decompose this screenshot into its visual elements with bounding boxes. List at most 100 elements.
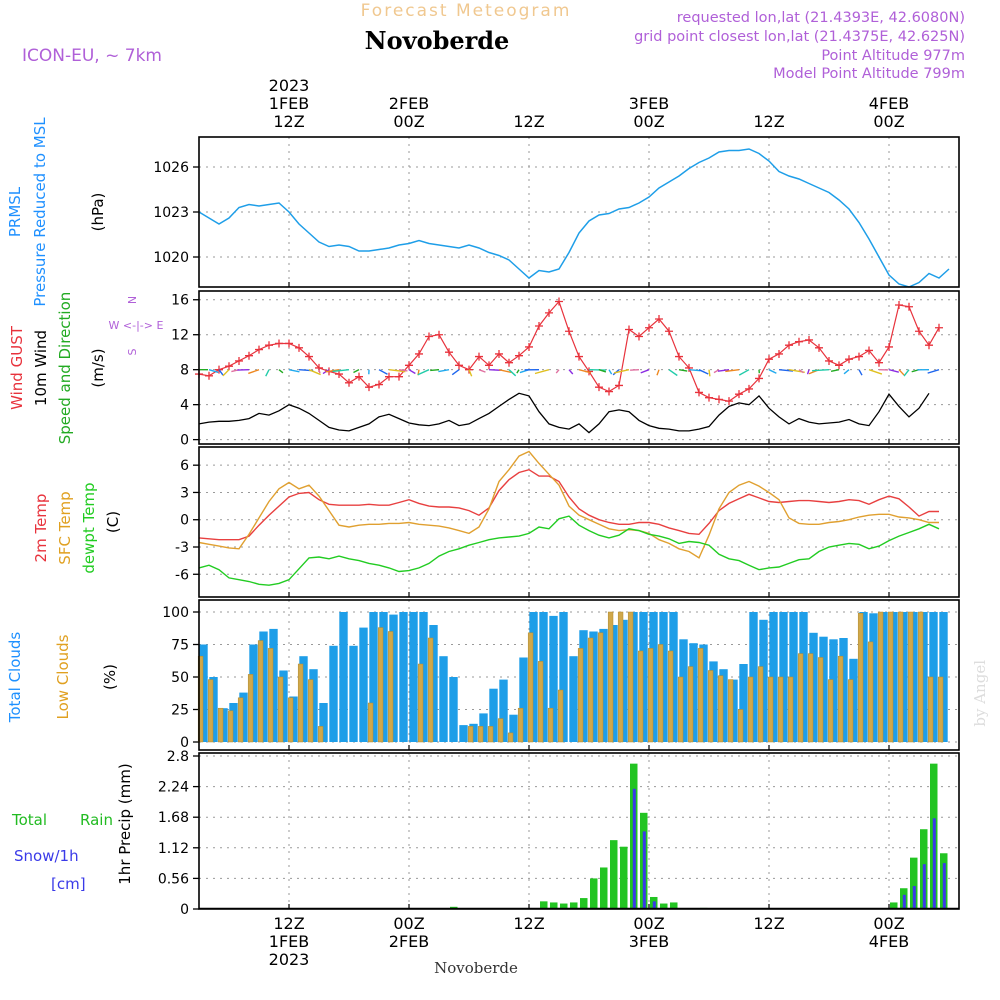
wind-direction-arrow xyxy=(398,368,408,372)
total-cloud-bar xyxy=(739,664,748,742)
total-cloud-bar xyxy=(369,612,378,742)
wind-gust-marker xyxy=(755,374,763,383)
total-cloud-bar xyxy=(439,656,448,742)
wind-gust-marker xyxy=(915,327,923,336)
total-cloud-bar xyxy=(529,612,538,742)
clouds-unit: (%) xyxy=(101,664,119,690)
wind-gust-marker xyxy=(555,297,563,306)
wind-direction-arrow xyxy=(325,368,340,373)
total-cloud-bar xyxy=(229,703,238,742)
y-tick-label: 0.56 xyxy=(158,871,189,887)
wind-gust-marker xyxy=(365,383,373,392)
wind-gust-marker xyxy=(745,384,753,393)
total-cloud-bar xyxy=(409,612,418,742)
rain-bar xyxy=(540,901,548,909)
wind-unit: (m/s) xyxy=(89,348,107,387)
wind-10m-line xyxy=(198,392,930,434)
model-label: ICON-EU, ~ 7km xyxy=(22,46,162,66)
wind-gust-marker xyxy=(485,361,493,370)
low-cloud-bar xyxy=(547,707,554,743)
total-cloud-bar xyxy=(809,632,818,742)
total-cloud-bar xyxy=(429,625,438,742)
low-cloud-bar xyxy=(237,697,244,743)
total-cloud-bar xyxy=(209,677,218,742)
wind-gust-marker xyxy=(605,387,613,396)
low-cloud-bar xyxy=(507,732,514,743)
rain-bar xyxy=(660,903,668,909)
low-cloud-bar xyxy=(907,611,914,743)
low-cloud-bar xyxy=(627,611,634,743)
bottom-time-label: 1FEB xyxy=(269,932,309,951)
point-altitude: Point Altitude 977m xyxy=(821,48,965,64)
wind-gust-marker xyxy=(345,378,353,387)
low-cloud-bar xyxy=(307,679,314,743)
gridpoint-coords: grid point closest lon,lat (21.4375E, 42… xyxy=(634,29,965,45)
wind-direction-arrow xyxy=(858,369,863,376)
low-cloud-bar xyxy=(427,637,434,743)
wind-direction-arrow xyxy=(288,368,300,373)
low-cloud-bar xyxy=(807,653,814,743)
y-tick-label: 2.8 xyxy=(167,749,189,765)
total-cloud-bar xyxy=(729,679,738,742)
snow-bar xyxy=(922,864,926,909)
total-cloud-bar xyxy=(339,612,348,742)
wind-gust-marker xyxy=(645,323,653,332)
panel-frame xyxy=(198,290,960,445)
total-cloud-bar xyxy=(869,613,878,742)
total-cloud-bar xyxy=(679,639,688,742)
total-cloud-bar xyxy=(309,669,318,742)
bottom-time-label: 00Z xyxy=(873,914,904,933)
wind-direction-arrow xyxy=(248,369,260,375)
wind-gust-marker xyxy=(425,332,433,341)
low-cloud-bar xyxy=(577,648,584,743)
temp-label-sfc: SFC Temp xyxy=(56,491,74,564)
rain-bar xyxy=(620,846,628,909)
total-cloud-bar xyxy=(419,612,428,742)
wind-direction-arrow xyxy=(332,368,350,373)
precip-label-total: Total xyxy=(11,811,47,829)
wind-direction-arrow xyxy=(608,369,613,375)
total-cloud-bar xyxy=(709,661,718,742)
panel-frame xyxy=(198,446,960,598)
wind-gust-marker xyxy=(405,361,413,370)
bottom-time-label: 4FEB xyxy=(869,932,909,951)
wind-gust-marker xyxy=(305,352,313,361)
rain-bar xyxy=(610,840,618,909)
low-cloud-bar xyxy=(707,670,714,743)
y-tick-label: 0 xyxy=(180,513,189,529)
low-cloud-bar xyxy=(827,679,834,743)
wind-gust-marker xyxy=(225,362,233,371)
total-cloud-bar xyxy=(239,692,248,742)
total-cloud-bar xyxy=(299,656,308,742)
total-cloud-bar xyxy=(619,619,628,742)
wind-direction-arrow xyxy=(488,368,501,371)
low-cloud-bar xyxy=(287,697,294,743)
bottom-time-label: 12Z xyxy=(273,914,304,933)
wind-gust-marker xyxy=(235,356,243,365)
wind-direction-arrow xyxy=(613,369,630,374)
low-cloud-bar xyxy=(727,679,734,743)
low-cloud-bar xyxy=(247,674,254,743)
total-cloud-bar xyxy=(819,636,828,742)
rain-bar xyxy=(890,902,898,909)
low-cloud-bar xyxy=(887,611,894,743)
y-tick-label: 4 xyxy=(180,398,189,414)
wind-direction-arrow xyxy=(768,369,777,374)
total-cloud-bar xyxy=(569,656,578,742)
snow-bar xyxy=(912,886,916,909)
y-tick-label: 2.24 xyxy=(158,780,189,796)
total-cloud-bar xyxy=(759,619,768,742)
low-cloud-bar xyxy=(367,702,374,743)
wind-gust-marker xyxy=(715,395,723,404)
total-cloud-bar xyxy=(399,612,408,742)
pressure-unit: (hPa) xyxy=(89,193,107,232)
total-cloud-bar xyxy=(839,638,848,742)
wind-gust-marker xyxy=(245,351,253,360)
watermark: by Angel xyxy=(971,660,989,727)
wind-direction-arrow xyxy=(868,369,883,375)
y-tick-label: 1023 xyxy=(153,205,189,221)
wind-direction-arrow xyxy=(278,369,284,374)
total-cloud-bar xyxy=(789,612,798,742)
total-cloud-bar xyxy=(669,612,678,742)
